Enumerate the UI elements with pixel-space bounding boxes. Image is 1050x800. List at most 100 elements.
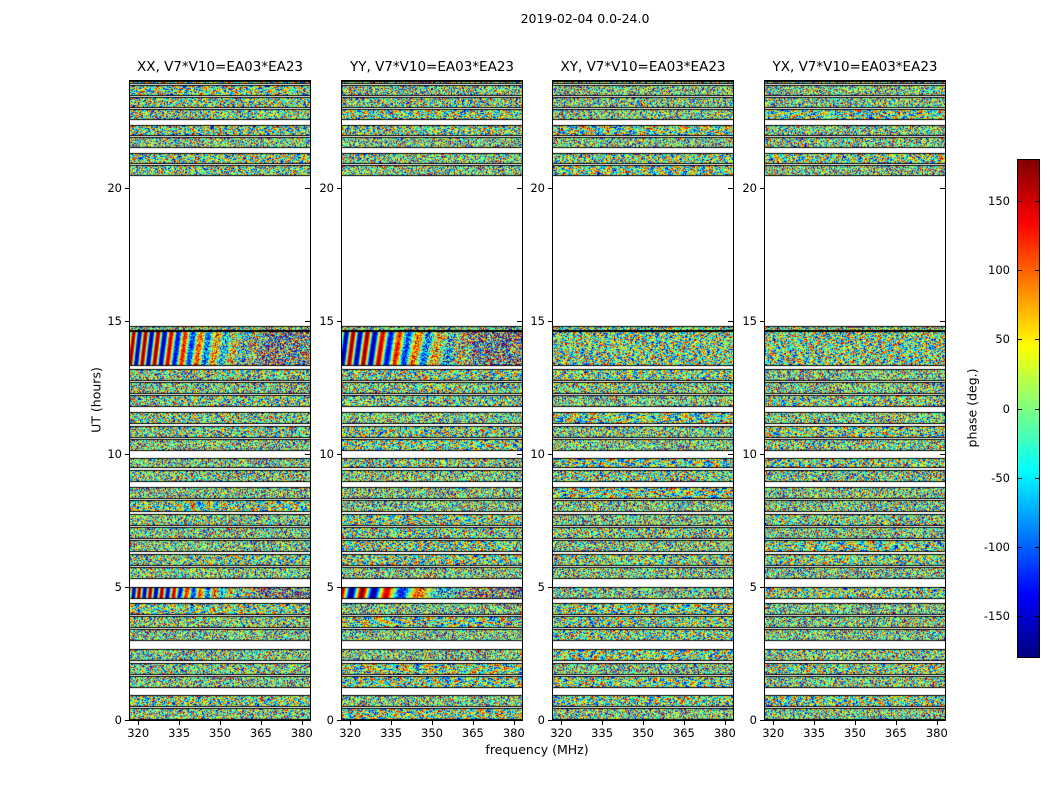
- colorbar-tick-mark: [1018, 477, 1022, 479]
- y-tick-label: 10: [319, 446, 334, 461]
- y-tick-mark: [305, 720, 310, 721]
- y-tick-mark: [305, 320, 310, 322]
- y-tick-label: 15: [530, 313, 545, 328]
- heatmap-canvas-yx: [765, 81, 945, 720]
- colorbar-tick-mark: [1035, 339, 1039, 341]
- colorbar-tick-label: 100: [988, 263, 1010, 278]
- y-tick-label: 20: [107, 180, 122, 195]
- colorbar-tick-mark: [1035, 546, 1039, 548]
- x-tick-mark: [643, 720, 644, 725]
- x-tick-mark: [220, 720, 221, 725]
- y-tick-mark: [760, 187, 765, 189]
- panel-title-yx: YX, V7*V10=EA03*EA23: [772, 59, 938, 75]
- y-tick-label: 15: [107, 313, 122, 328]
- y-tick-mark: [760, 720, 765, 721]
- x-tick-mark: [561, 720, 563, 725]
- y-tick-mark: [548, 586, 553, 588]
- x-tick-label: 350: [844, 726, 866, 740]
- y-tick-mark: [125, 320, 130, 322]
- x-tick-mark: [895, 720, 897, 725]
- x-tick-label: 380: [713, 726, 736, 740]
- y-tick-mark: [940, 320, 945, 322]
- x-axis-label: frequency (MHz): [485, 742, 589, 757]
- y-tick-mark: [940, 187, 945, 189]
- y-tick-label: 0: [114, 713, 122, 727]
- y-tick-label: 10: [107, 446, 122, 461]
- x-tick-label: 320: [550, 726, 573, 740]
- colorbar-tick-mark: [1018, 546, 1022, 548]
- x-tick-label: 380: [290, 726, 313, 740]
- colorbar-tick-mark: [1035, 408, 1039, 410]
- x-tick-mark: [432, 720, 433, 725]
- x-tick-mark: [855, 720, 856, 725]
- y-tick-label: 5: [114, 579, 122, 594]
- y-tick-mark: [517, 320, 522, 322]
- y-tick-label: 15: [319, 313, 334, 328]
- colorbar-tick-mark: [1018, 270, 1022, 272]
- y-tick-label: 5: [326, 579, 334, 594]
- x-tick-mark: [936, 720, 938, 725]
- x-tick-label: 335: [168, 726, 191, 740]
- colorbar-tick-mark: [1018, 339, 1022, 341]
- x-tick-mark: [179, 720, 181, 725]
- y-tick-mark: [940, 453, 945, 455]
- x-tick-mark: [260, 720, 262, 725]
- y-tick-mark: [125, 586, 130, 588]
- y-tick-label: 0: [749, 713, 757, 727]
- colorbar-tick-label: -150: [983, 608, 1010, 623]
- colorbar-tick-label: 0: [1002, 401, 1010, 416]
- colorbar-tick-mark: [1035, 201, 1039, 203]
- x-tick-mark: [301, 720, 303, 725]
- y-tick-mark: [517, 453, 522, 455]
- y-tick-mark: [760, 586, 765, 588]
- y-tick-mark: [728, 320, 733, 322]
- y-tick-label: 20: [742, 180, 757, 195]
- y-tick-mark: [125, 187, 130, 189]
- colorbar-tick-label: 150: [988, 194, 1010, 209]
- panel-title-xx: XX, V7*V10=EA03*EA23: [136, 59, 304, 75]
- y-tick-mark: [305, 187, 310, 189]
- y-tick-mark: [940, 586, 945, 588]
- panel-xy: [552, 80, 734, 721]
- colorbar: [1017, 159, 1040, 658]
- panel-title-yy: YY, V7*V10=EA03*EA23: [349, 59, 515, 75]
- x-tick-label: 335: [591, 726, 614, 740]
- colorbar-tick-label: 50: [995, 332, 1010, 347]
- colorbar-tick-mark: [1035, 477, 1039, 479]
- y-tick-mark: [517, 720, 522, 721]
- y-tick-mark: [125, 453, 130, 455]
- x-tick-label: 365: [884, 726, 907, 740]
- y-tick-mark: [337, 720, 342, 721]
- x-tick-label: 380: [925, 726, 948, 740]
- panel-yx: [764, 80, 946, 721]
- x-tick-mark: [773, 720, 775, 725]
- y-tick-mark: [305, 453, 310, 455]
- y-tick-mark: [517, 187, 522, 189]
- y-tick-mark: [305, 586, 310, 588]
- heatmap-canvas-xy: [553, 81, 733, 720]
- y-tick-mark: [337, 453, 342, 455]
- y-tick-label: 5: [749, 579, 757, 594]
- y-tick-mark: [728, 720, 733, 721]
- y-tick-mark: [548, 720, 553, 721]
- x-tick-label: 350: [632, 726, 654, 740]
- y-tick-mark: [337, 586, 342, 588]
- y-tick-mark: [760, 453, 765, 455]
- colorbar-tick-mark: [1018, 408, 1022, 410]
- colorbar-tick-mark: [1035, 615, 1039, 617]
- figure-title: 2019-02-04 0.0-24.0: [520, 11, 650, 26]
- panel-xx: [129, 80, 311, 721]
- colorbar-tick-mark: [1018, 201, 1022, 203]
- y-tick-mark: [940, 720, 945, 721]
- colorbar-tick-mark: [1035, 270, 1039, 272]
- y-tick-mark: [337, 187, 342, 189]
- x-tick-mark: [814, 720, 816, 725]
- x-tick-label: 350: [421, 726, 443, 740]
- x-tick-label: 320: [762, 726, 785, 740]
- x-tick-label: 320: [339, 726, 362, 740]
- x-tick-mark: [138, 720, 140, 725]
- y-tick-mark: [125, 720, 130, 721]
- colorbar-tick-label: -100: [983, 539, 1010, 554]
- heatmap-canvas-xx: [130, 81, 310, 720]
